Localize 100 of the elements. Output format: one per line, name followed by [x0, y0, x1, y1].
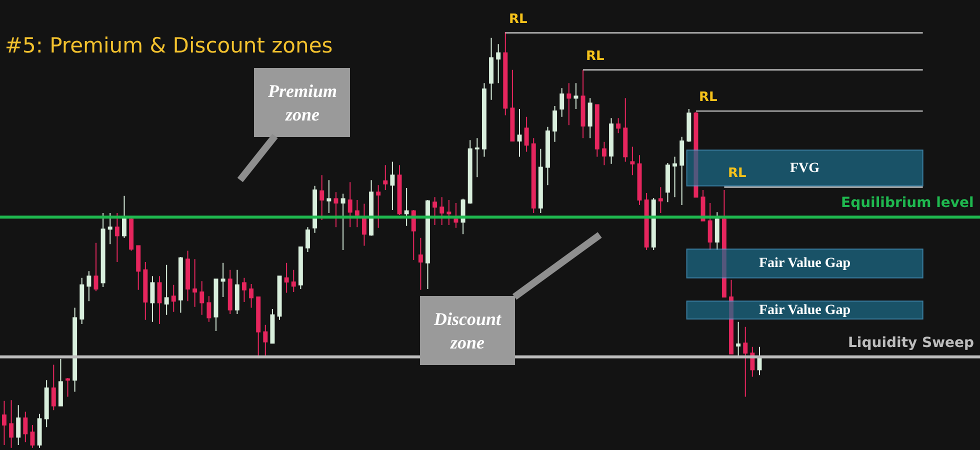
candlestick	[432, 196, 438, 226]
candlestick	[397, 164, 402, 216]
candlestick	[623, 98, 628, 162]
candlestick	[644, 192, 649, 250]
candlestick	[150, 276, 155, 322]
ref-line-label: RL	[728, 166, 746, 181]
candlestick	[44, 380, 49, 428]
candlestick	[94, 242, 98, 292]
candlestick	[30, 424, 35, 448]
candlestick	[291, 269, 296, 292]
candlestick	[454, 202, 458, 228]
candlestick	[672, 156, 678, 198]
candlestick	[178, 256, 183, 314]
candlestick	[9, 400, 14, 448]
candlestick	[122, 195, 126, 238]
candlestick	[482, 82, 486, 158]
candlestick	[666, 162, 670, 203]
candlestick	[326, 180, 332, 214]
candlestick	[524, 116, 529, 152]
candlestick	[320, 174, 324, 221]
candlestick	[489, 37, 494, 100]
candlestick	[616, 118, 621, 134]
candlestick	[249, 284, 254, 308]
candlestick	[298, 246, 303, 290]
candlestick	[136, 245, 141, 290]
candlestick	[594, 104, 600, 158]
candlestick	[609, 118, 614, 164]
candlestick	[531, 138, 536, 214]
annotation: Premium zone	[267, 81, 338, 124]
candlestick	[2, 400, 6, 446]
candlestick	[192, 258, 198, 308]
candlestick	[574, 82, 578, 110]
candlestick	[552, 106, 558, 142]
candlestick	[242, 277, 246, 302]
candlestick	[200, 280, 204, 316]
candlestick	[362, 203, 366, 246]
candlestick	[277, 276, 282, 320]
candlestick	[546, 126, 550, 186]
candlestick	[86, 270, 92, 302]
candlestick	[340, 193, 346, 250]
candlestick	[736, 321, 741, 358]
candlestick	[270, 308, 275, 344]
candlestick	[517, 108, 522, 158]
candlestick	[129, 217, 134, 252]
candlestick	[51, 364, 56, 411]
candlestick	[348, 182, 352, 228]
candlestick	[114, 212, 120, 263]
candlestick	[306, 226, 310, 253]
candlestick	[16, 404, 21, 446]
candlestick	[446, 200, 452, 226]
candlestick	[100, 212, 106, 288]
candlestick	[680, 136, 684, 206]
candlestick	[474, 138, 480, 178]
candlestick	[714, 212, 720, 250]
candlestick	[637, 154, 642, 206]
candlestick	[284, 262, 289, 294]
candlestick	[58, 358, 63, 406]
candlestick	[369, 180, 374, 236]
candlestick	[171, 284, 176, 312]
candlestick	[743, 326, 748, 398]
ref-line-label: Liquidity Sweep	[848, 335, 974, 351]
candlestick	[214, 278, 218, 332]
candlestick	[80, 277, 84, 324]
candlestick	[566, 82, 572, 126]
candlestick	[334, 192, 338, 228]
candlestick	[376, 184, 381, 228]
candlestick	[496, 44, 501, 84]
candlestick	[440, 196, 444, 226]
band-label: FVG	[790, 161, 820, 176]
candlestick	[206, 296, 212, 322]
ref-line-label: RL	[509, 12, 528, 27]
candlestick	[312, 185, 318, 234]
candlestick	[651, 197, 656, 250]
band-label: Fair Value Gap	[759, 256, 851, 271]
candlestick	[390, 161, 395, 211]
candlestick	[468, 140, 472, 204]
candlestick	[588, 98, 592, 139]
candlestick	[418, 237, 423, 290]
candlestick	[164, 264, 169, 316]
candlestick	[538, 148, 543, 214]
candlestick	[708, 202, 712, 250]
chart-title: #5: Premium & Discount zones	[4, 33, 333, 58]
candlestick	[186, 250, 190, 302]
candlestick	[630, 146, 635, 176]
candlestick	[383, 164, 388, 191]
candlestick	[354, 200, 360, 228]
candlestick	[143, 262, 148, 320]
candlestick	[66, 378, 70, 398]
ref-line-label: Equilibrium level	[841, 195, 974, 211]
candlestick	[503, 32, 508, 116]
candlestick	[220, 262, 226, 298]
candlestick	[72, 307, 78, 392]
candlestick	[23, 411, 28, 443]
candlestick	[108, 212, 112, 245]
candlestick	[37, 413, 42, 448]
candlestick	[658, 186, 663, 214]
candlestick	[263, 324, 268, 358]
annotation: Discount zone	[433, 309, 502, 352]
candlestick	[686, 108, 692, 142]
ref-line-label: RL	[586, 49, 604, 64]
